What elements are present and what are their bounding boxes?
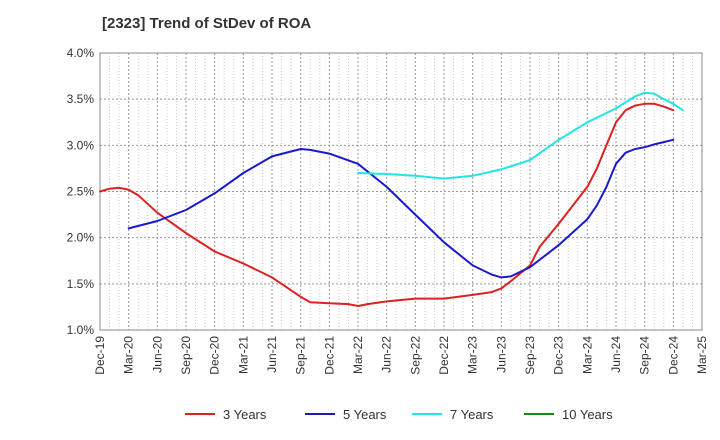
legend-label: 10 Years	[562, 407, 613, 422]
legend-label: 3 Years	[223, 407, 267, 422]
legend-label: 5 Years	[343, 407, 387, 422]
x-tick-label: Mar-25	[695, 336, 709, 374]
x-tick-label: Jun-24	[609, 336, 623, 373]
y-tick-label: 4.0%	[67, 46, 95, 60]
x-tick-label: Mar-20	[122, 336, 136, 374]
x-tick-label: Sep-23	[523, 336, 537, 375]
x-tick-label: Mar-21	[236, 336, 250, 374]
legend: 3 Years 5 Years 7 Years 10 Years	[185, 407, 613, 422]
x-tick-label: Dec-22	[437, 336, 451, 375]
y-tick-label: 1.0%	[67, 323, 95, 337]
x-tick-label: Sep-20	[179, 336, 193, 375]
x-tick-label: Dec-21	[322, 336, 336, 375]
x-tick-label: Jun-23	[494, 336, 508, 373]
x-tick-label: Jun-21	[265, 336, 279, 373]
x-tick-label: Mar-23	[466, 336, 480, 374]
y-tick-label: 1.5%	[67, 277, 95, 291]
x-tick-label: Dec-20	[208, 336, 222, 375]
chart-title: [2323] Trend of StDev of ROA	[102, 15, 311, 32]
y-axis: 1.0% 1.5% 2.0% 2.5% 3.0% 3.5% 4.0%	[67, 46, 95, 337]
y-tick-label: 3.5%	[67, 92, 95, 106]
x-tick-label: Sep-24	[638, 336, 652, 375]
series-line-1	[127, 138, 675, 279]
x-tick-label: Dec-19	[93, 336, 107, 375]
x-tick-label: Jun-20	[150, 336, 164, 373]
legend-label: 7 Years	[450, 407, 494, 422]
grid	[99, 52, 703, 331]
series-lines	[99, 91, 684, 307]
x-tick-label: Sep-22	[408, 336, 422, 375]
y-tick-label: 3.0%	[67, 138, 95, 152]
series-line-2	[357, 91, 684, 180]
x-axis: Dec-19 Mar-20 Jun-20 Sep-20 Dec-20 Mar-21 Jun-…	[93, 336, 709, 375]
y-tick-label: 2.0%	[67, 231, 95, 245]
series-line-0	[99, 102, 675, 307]
x-tick-label: Sep-21	[294, 336, 308, 375]
y-tick-label: 2.5%	[67, 185, 95, 199]
x-tick-label: Mar-22	[351, 336, 365, 374]
x-tick-label: Mar-24	[580, 336, 594, 374]
x-tick-label: Dec-24	[666, 336, 680, 375]
x-tick-label: Dec-23	[552, 336, 566, 375]
x-tick-label: Jun-22	[380, 336, 394, 373]
